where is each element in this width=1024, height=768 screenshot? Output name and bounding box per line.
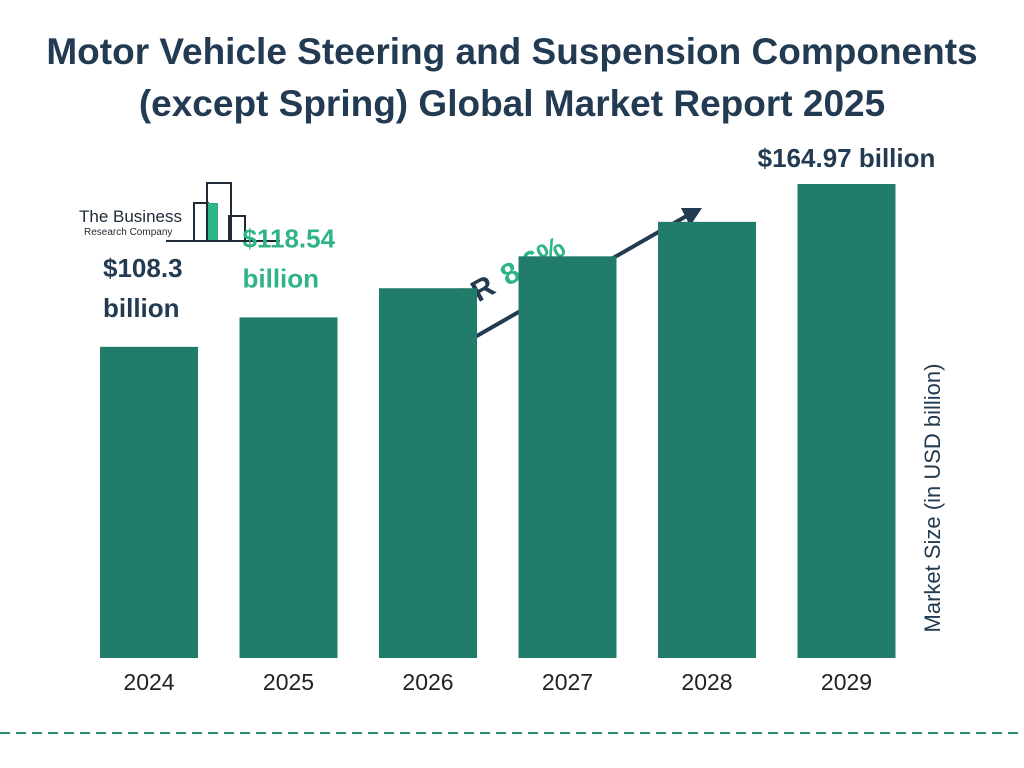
logo-text-line-1: The Business [79,207,182,226]
data-label-2029: $164.97 billion [758,143,936,173]
bar-series [100,184,896,658]
x-tick-2027: 2027 [542,669,593,695]
bar-2029 [797,184,896,658]
logo-text-line-2: Research Company [84,227,172,238]
company-logo: The Business Research Company [79,182,280,242]
x-tick-2026: 2026 [402,669,453,695]
bar-2028 [658,221,756,658]
x-axis-ticks: 2024 2025 2026 2027 2028 2029 [123,669,872,695]
page-title: Motor Vehicle Steering and Suspension Co… [0,26,1024,130]
title-line-2: (except Spring) Global Market Report 202… [138,83,886,124]
bar-2027 [518,256,617,658]
x-tick-2025: 2025 [263,669,314,695]
x-tick-2029: 2029 [821,669,872,695]
bar-2024 [100,346,198,658]
data-labels: $108.3 billion $118.54 billion $164.97 billi… [103,143,935,323]
arrow-head-icon [681,208,702,226]
y-axis-label: Market Size (in USD billion) [920,364,945,633]
x-tick-2028: 2028 [681,669,732,695]
x-tick-2024: 2024 [123,669,174,695]
bar-2025 [239,317,338,658]
bar-building-logo-icon [166,182,280,242]
data-label-2024: $108.3 billion [103,253,183,323]
title-line-1: Motor Vehicle Steering and Suspension Co… [46,31,978,72]
data-label-2025: $118.54 billion [243,223,336,293]
bar-2026 [379,288,477,658]
